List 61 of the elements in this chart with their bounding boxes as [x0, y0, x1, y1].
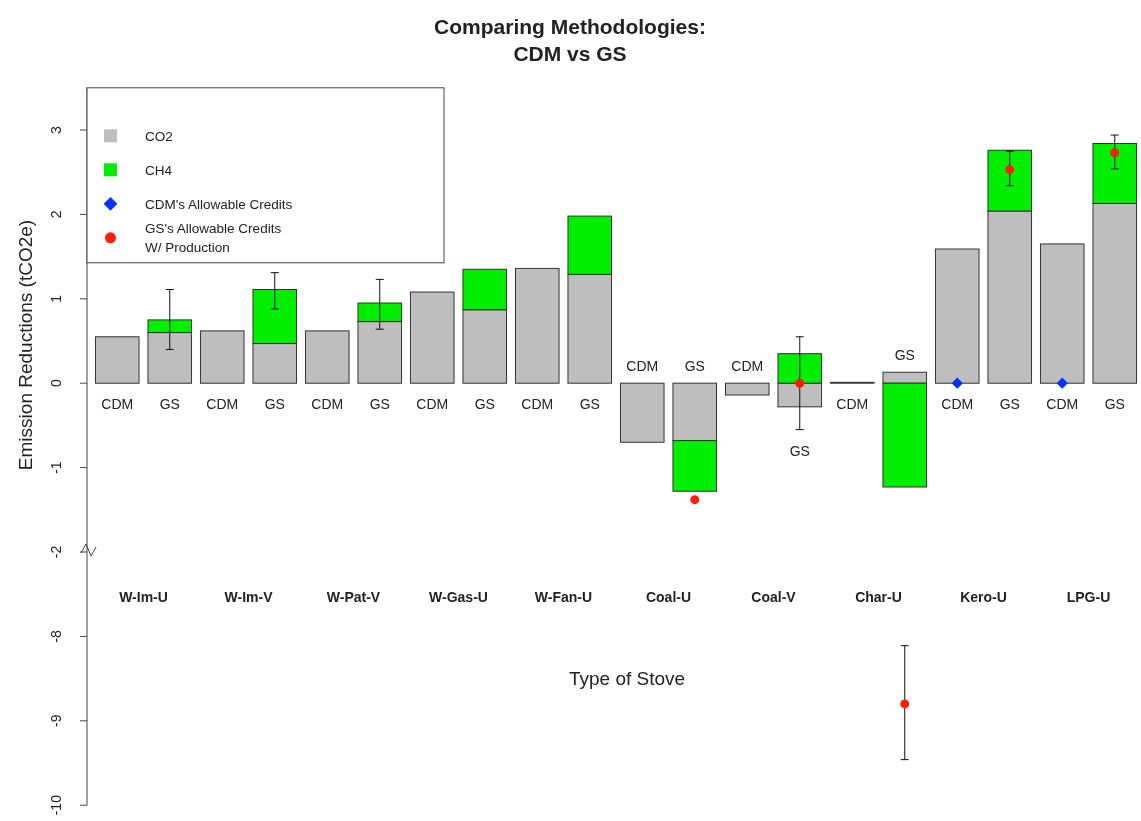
annotation: Coal-V [751, 588, 797, 605]
point [951, 377, 963, 389]
bar [304, 330, 350, 384]
bar [724, 382, 770, 396]
legend-label: GS's Allowable Credits W/ Production [145, 221, 282, 256]
annotation: W-Im-U [119, 588, 168, 605]
bar [94, 336, 140, 384]
annotation: W-Fan-U [534, 588, 593, 605]
y-axis-title: Emission Reductions (tCO2e) [14, 219, 36, 471]
annotation: W-Im-V [224, 588, 274, 605]
y-tick-label: -2 [47, 545, 64, 559]
y-tick-label: 2 [47, 210, 64, 219]
annotation: Coal-U [645, 588, 692, 605]
point [1005, 165, 1015, 175]
bar [199, 330, 245, 384]
x-tick-label: GS [159, 396, 180, 413]
bar [934, 248, 980, 384]
chart-title: Comparing Methodologies: CDM vs GS [434, 15, 706, 66]
annotation: W-Pat-V [326, 588, 381, 605]
x-tick-label: CDM [731, 358, 764, 375]
bar [619, 382, 665, 443]
point [690, 495, 700, 505]
x-tick-label: CDM [416, 396, 449, 413]
x-axis-title: Type of Stove [568, 667, 686, 689]
x-tick-label: GS [264, 396, 285, 413]
x-tick-label: CDM [311, 396, 344, 413]
point [1056, 377, 1068, 389]
y-tick-label: 1 [47, 294, 64, 303]
x-tick-label: CDM [521, 396, 554, 413]
bar [409, 291, 455, 384]
legend-label: CO2 [145, 128, 173, 144]
bar [514, 267, 560, 384]
x-tick-label: GS [999, 396, 1020, 413]
x-tick-label: CDM [626, 358, 659, 375]
x-tick-label: CDM [941, 396, 974, 413]
x-tick-label: CDM [206, 396, 239, 413]
bar [1039, 243, 1085, 384]
annotation: Char-U [855, 588, 902, 605]
y-tick-label: -9 [47, 714, 64, 728]
x-tick-label: GS [684, 358, 705, 375]
y-tick-label: 0 [47, 379, 64, 388]
x-tick-label: GS [369, 396, 390, 413]
x-tick-label: GS [579, 396, 600, 413]
x-tick-label: CDM [1046, 396, 1079, 413]
x-tick-label: GS [1104, 396, 1125, 413]
annotation: Kero-U [960, 588, 1007, 605]
y-tick-label: -1 [47, 461, 64, 474]
annotation: W-Gas-U [429, 588, 488, 605]
legend-label: CH4 [145, 162, 173, 178]
x-tick-label: CDM [101, 396, 134, 413]
y-tick-label: 3 [47, 125, 64, 134]
y-tick-label: -8 [47, 629, 64, 643]
point [795, 378, 805, 388]
x-tick-label: CDM [836, 396, 869, 413]
legend-label: CDM's Allowable Credits [145, 196, 293, 212]
x-tick-label: GS [789, 442, 810, 459]
point [1110, 148, 1120, 158]
annotation: LPG-U [1066, 588, 1111, 605]
y-tick-label: -10 [47, 794, 64, 816]
x-tick-label: GS [474, 396, 495, 413]
x-tick-label: GS [894, 347, 915, 364]
